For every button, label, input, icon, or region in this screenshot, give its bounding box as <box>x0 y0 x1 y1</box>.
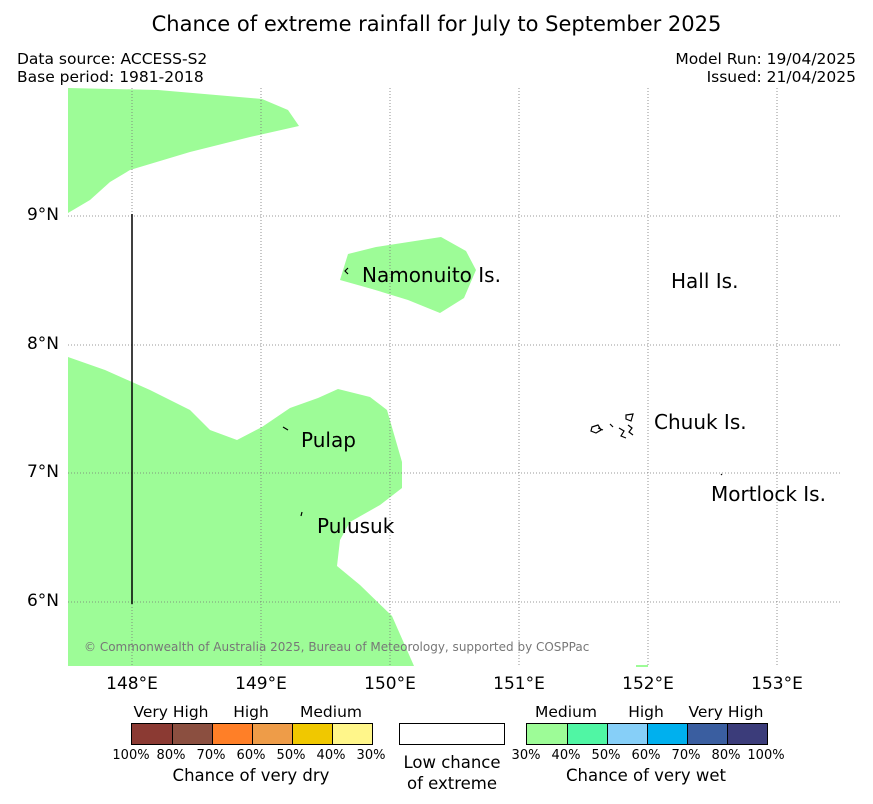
dry-pct-30: 30% <box>356 748 386 763</box>
wet-swatch-3 <box>607 724 647 744</box>
wet-area-sliver <box>636 665 648 667</box>
place-chuuk: Chuuk Is. <box>654 410 747 434</box>
wet-swatch-1 <box>527 724 567 744</box>
island-chuuk <box>590 413 634 439</box>
place-namonuito: Namonuito Is. <box>362 263 501 287</box>
lat-label-8n: 8°N <box>26 334 59 354</box>
low-chance-label: Low chance of extreme <box>403 752 500 794</box>
wet-pct-50: 50% <box>591 748 621 763</box>
dry-pct-80: 80% <box>156 748 186 763</box>
wet-area-namonuito <box>340 237 476 313</box>
wet-pct-100: 100% <box>747 748 785 763</box>
wet-pct-30: 30% <box>511 748 541 763</box>
dry-legend-title: Chance of very dry <box>172 766 330 785</box>
wet-category-high: High <box>628 703 664 721</box>
low-chance-line2: of extreme <box>406 774 498 793</box>
dry-swatch-2 <box>172 724 212 744</box>
wet-area-south <box>68 357 414 666</box>
wet-area-north <box>68 88 299 213</box>
dry-pct-40: 40% <box>316 748 346 763</box>
wet-category-medium: Medium <box>535 703 597 721</box>
low-chance-swatch <box>399 723 505 745</box>
data-source: Data source: ACCESS-S2 <box>17 50 208 68</box>
model-run: Model Run: 19/04/2025 <box>675 50 856 68</box>
place-hall: Hall Is. <box>671 269 739 293</box>
dry-swatch-4 <box>252 724 292 744</box>
island-pulap <box>282 426 289 431</box>
wet-pct-60: 60% <box>631 748 661 763</box>
lon-label-151e: 151°E <box>493 674 545 694</box>
wet-swatch-4 <box>647 724 687 744</box>
dry-color-bar <box>131 723 373 745</box>
meta-right: Model Run: 19/04/2025 Issued: 21/04/2025 <box>675 50 856 86</box>
lat-label-6n: 6°N <box>26 591 59 611</box>
wet-swatch-6 <box>727 724 767 744</box>
wet-legend-title: Chance of very wet <box>566 766 726 785</box>
place-pulap: Pulap <box>301 428 356 452</box>
island-namonuito <box>344 267 349 275</box>
dry-pct-100: 100% <box>112 748 150 763</box>
issued-date: Issued: 21/04/2025 <box>706 68 856 86</box>
copyright-note: © Commonwealth of Australia 2025, Bureau… <box>84 640 590 654</box>
dry-category-very-high: Very High <box>133 703 209 721</box>
dry-pct-50: 50% <box>276 748 306 763</box>
base-period: Base period: 1981-2018 <box>17 68 204 86</box>
lon-label-148e: 148°E <box>106 674 158 694</box>
dry-category-medium: Medium <box>300 703 362 721</box>
dry-swatch-6 <box>332 724 372 744</box>
lon-label-149e: 149°E <box>235 674 287 694</box>
dry-swatch-1 <box>132 724 172 744</box>
island-pulusuk <box>300 511 303 517</box>
wet-pct-40: 40% <box>551 748 581 763</box>
dry-swatch-3 <box>212 724 252 744</box>
low-chance-line1: Low chance <box>403 753 501 772</box>
lon-label-153e: 153°E <box>751 674 803 694</box>
dry-category-high: High <box>233 703 269 721</box>
wet-pct-80: 80% <box>711 748 741 763</box>
dry-pct-60: 60% <box>236 748 266 763</box>
dry-pct-70: 70% <box>196 748 226 763</box>
lat-label-7n: 7°N <box>26 462 59 482</box>
place-pulusuk: Pulusuk <box>317 514 395 538</box>
wet-category-very-high: Very High <box>688 703 764 721</box>
place-mortlock: Mortlock Is. <box>711 482 826 506</box>
dry-swatch-5 <box>292 724 332 744</box>
lon-label-150e: 150°E <box>364 674 416 694</box>
island-shapes <box>282 267 723 517</box>
lon-label-152e: 152°E <box>622 674 674 694</box>
island-mortlock <box>720 473 723 476</box>
meta-left: Data source: ACCESS-S2 Base period: 1981… <box>17 50 207 86</box>
lat-label-9n: 9°N <box>26 205 59 225</box>
chart-title: Chance of extreme rainfall for July to S… <box>151 12 722 36</box>
wet-color-bar <box>526 723 768 745</box>
wet-areas <box>68 88 648 667</box>
wet-swatch-2 <box>567 724 607 744</box>
wet-pct-70: 70% <box>671 748 701 763</box>
wet-swatch-5 <box>687 724 727 744</box>
